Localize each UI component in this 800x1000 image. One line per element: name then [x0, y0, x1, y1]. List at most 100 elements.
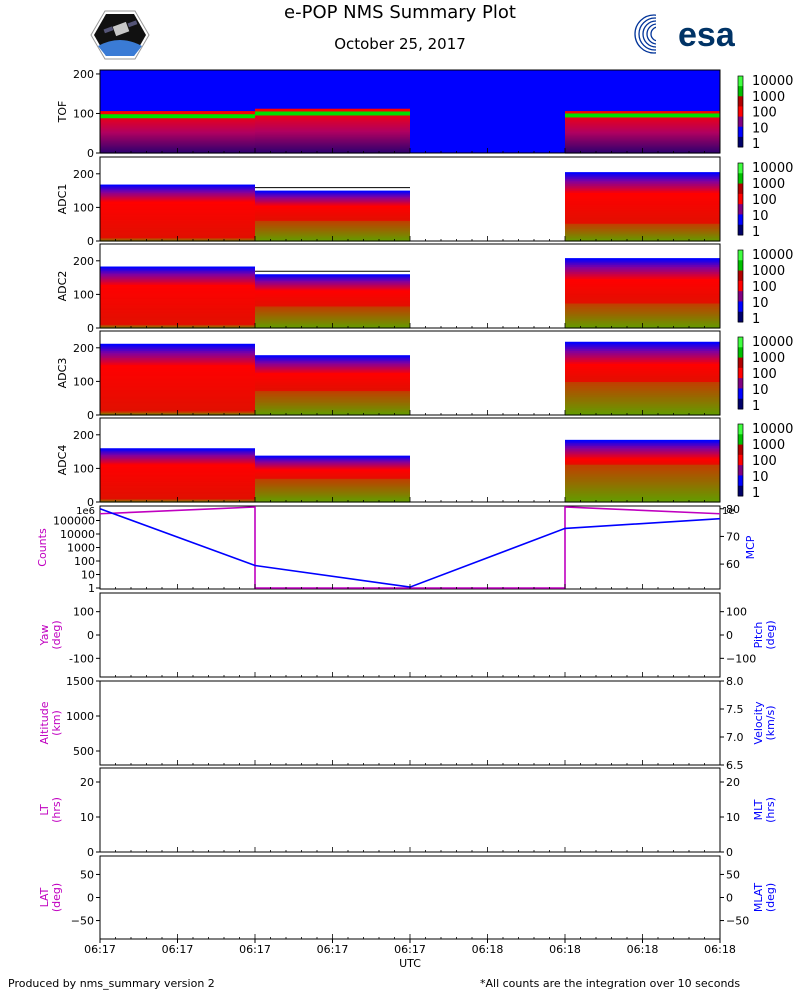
x-axis-tick-label: 06:17: [394, 943, 426, 956]
ephem-panel-2-right-tick-label: 6.5: [726, 759, 744, 772]
spec-adc2-colorbar-label: 1000: [752, 264, 785, 279]
spec-adc2-ytick-label: 0: [87, 322, 94, 335]
spec-adc3-ytick-label: 100: [73, 375, 94, 388]
ephem-panel-3-left-label-line: (hrs): [50, 797, 63, 823]
footer-left: Produced by nms_summary version 2: [8, 977, 215, 990]
ephem-panel-4-right-tick-label: −50: [726, 915, 749, 928]
ephem-panel-4-right-tick-label: 0: [726, 892, 733, 905]
spec-adc1-colorbar-segment: [738, 214, 743, 225]
ephem-panel-3-right-label-line: (hrs): [764, 797, 777, 823]
spec-adc2-colorbar-segment: [738, 250, 743, 261]
spec-tof-colorbar-label: 10: [752, 121, 769, 136]
ephem-panel-4-left-tick-label: −50: [71, 915, 94, 928]
spec-adc1-ytick-label: 200: [73, 168, 94, 181]
spec-adc2-colorbar-segment: [738, 312, 743, 323]
spec-tof-ytick-label: 0: [87, 147, 94, 160]
ephem-panel-4-left-label: LAT (deg): [38, 883, 63, 912]
ephem-panel-3-frame: [100, 768, 720, 852]
ephem-panel-2-left-tick-label: 500: [73, 745, 94, 758]
spec-adc4-colorbar-segment: [738, 486, 743, 497]
spec-adc4-colorbar-label: 100: [752, 454, 777, 469]
summary-chart: 0100200TOF1000010001001010100200ADC11000…: [0, 0, 800, 1000]
ephem-panel-1-right-tick-label: 100: [726, 606, 747, 619]
ephem-panel-2-left-label: Altitude (km): [38, 701, 63, 744]
spec-adc4-ytick-label: 100: [73, 462, 94, 475]
ephem-panel-1-frame: [100, 593, 720, 677]
ephem-panel-1-right-label-line: (deg): [764, 620, 777, 649]
ephem-panel-1-left-tick-label: 0: [87, 629, 94, 642]
spec-tof-colorbar-segment: [738, 76, 743, 87]
ephem-panel-3-left-label: LT (hrs): [38, 797, 63, 823]
x-axis-tick-label: 06:18: [627, 943, 659, 956]
ephem-panel-2-frame: [100, 681, 720, 765]
spec-adc4-colorbar-label: 1: [752, 486, 760, 501]
spec-adc4-colorbar-segment: [738, 475, 743, 486]
spec-tof-peak-band: [565, 113, 720, 117]
spec-adc2-colorbar-segment: [738, 271, 743, 282]
spec-tof-ytick-label: 100: [73, 107, 94, 120]
x-axis-tick-label: 06:17: [162, 943, 194, 956]
ephem-panel-2-right-tick-label: 7.0: [726, 731, 744, 744]
ephem-panel-3-right-tick-label: 10: [726, 811, 740, 824]
ephem-panel-3-right-tick-label: 0: [726, 846, 733, 859]
spec-adc1-colorbar-segment: [738, 163, 743, 174]
spec-adc2-colorbar-label: 100: [752, 280, 777, 295]
ephem-panel-4-right-tick-label: 50: [726, 868, 740, 881]
spec-adc3-colorbar-label: 10: [752, 383, 769, 398]
spec-adc4-colorbar-segment: [738, 465, 743, 476]
spec-adc3-colorbar-segment: [738, 347, 743, 358]
ephem-panel-2-right-label-line: (km/s): [764, 705, 777, 740]
spec-adc1-ytick-label: 100: [73, 201, 94, 214]
counts-exponent-label: 1e6: [76, 506, 95, 517]
spec-tof-peak-band: [100, 114, 255, 118]
mcp-ytick-label: 60: [726, 558, 740, 571]
spec-adc2-ylabel-text: ADC2: [56, 271, 69, 302]
ephem-panel-4-left-tick-label: 0: [87, 892, 94, 905]
spec-adc3-colorbar-label: 1000: [752, 351, 785, 366]
spec-adc3-ytick-label: 0: [87, 409, 94, 422]
ephem-panel-3-right-label: MLT (hrs): [752, 797, 777, 823]
spec-adc2-colorbar-label: 10: [752, 296, 769, 311]
spec-adc4-colorbar-segment: [738, 424, 743, 435]
spec-adc3-colorbar-segment: [738, 368, 743, 379]
counts-left-label: Counts: [36, 528, 49, 567]
spec-adc3-ylabel-text: ADC3: [56, 358, 69, 389]
mcp-exponent-label: 1e: [722, 506, 735, 517]
spec-adc1-ylabel-text: ADC1: [56, 184, 69, 215]
spec-adc4-colorbar-segment: [738, 445, 743, 456]
spec-adc2-colorbar-label: 1: [752, 312, 760, 327]
spec-adc3-colorbar-segment: [738, 378, 743, 389]
spec-adc3-ytick-label: 200: [73, 342, 94, 355]
spec-adc2-colorbar-segment: [738, 301, 743, 312]
counts-ytick-label: 10: [81, 569, 95, 582]
spec-adc2-ytick-label: 200: [73, 255, 94, 268]
spec-adc3-colorbar-label: 100: [752, 367, 777, 382]
spec-tof-ytick-label: 200: [73, 68, 94, 81]
x-axis-title: UTC: [399, 957, 421, 970]
ephem-panel-1-left-tick-label: -100: [69, 652, 94, 665]
spec-tof-colorbar-label: 1000: [752, 90, 785, 105]
spec-adc3-colorbar-segment: [738, 399, 743, 410]
x-axis-tick-label: 06:17: [84, 943, 116, 956]
spec-tof-ylabel: TOF: [56, 101, 69, 124]
spec-adc2-colorbar-segment: [738, 260, 743, 271]
ephem-panel-2-left-tick-label: 1500: [66, 675, 94, 688]
spec-adc1-colorbar-label: 1000: [752, 177, 785, 192]
ephem-panel-1-right-tick-label: 0: [726, 629, 733, 642]
spec-adc3-colorbar-segment: [738, 337, 743, 348]
ephem-panel-3-left-tick-label: 0: [87, 846, 94, 859]
ephem-panel-4-right-label: MLAT (deg): [752, 883, 777, 913]
spec-adc2-colorbar-label: 10000: [752, 248, 793, 263]
ephem-panel-3-right-tick-label: 20: [726, 776, 740, 789]
x-axis-tick-label: 06:18: [549, 943, 581, 956]
spec-tof-colorbar-segment: [738, 106, 743, 117]
x-axis-tick-label: 06:17: [239, 943, 271, 956]
spec-adc3-colorbar-segment: [738, 388, 743, 399]
footer-right: *All counts are the integration over 10 …: [480, 977, 740, 990]
spec-tof-colorbar-label: 10000: [752, 74, 793, 89]
ephem-panel-4-frame: [100, 856, 720, 939]
mcp-right-label-line: MCP: [744, 535, 757, 559]
spec-adc1-colorbar-label: 1: [752, 225, 760, 240]
spec-adc3-ylabel: ADC3: [56, 358, 69, 389]
ephem-panel-4-right-label-line: (deg): [764, 883, 777, 912]
